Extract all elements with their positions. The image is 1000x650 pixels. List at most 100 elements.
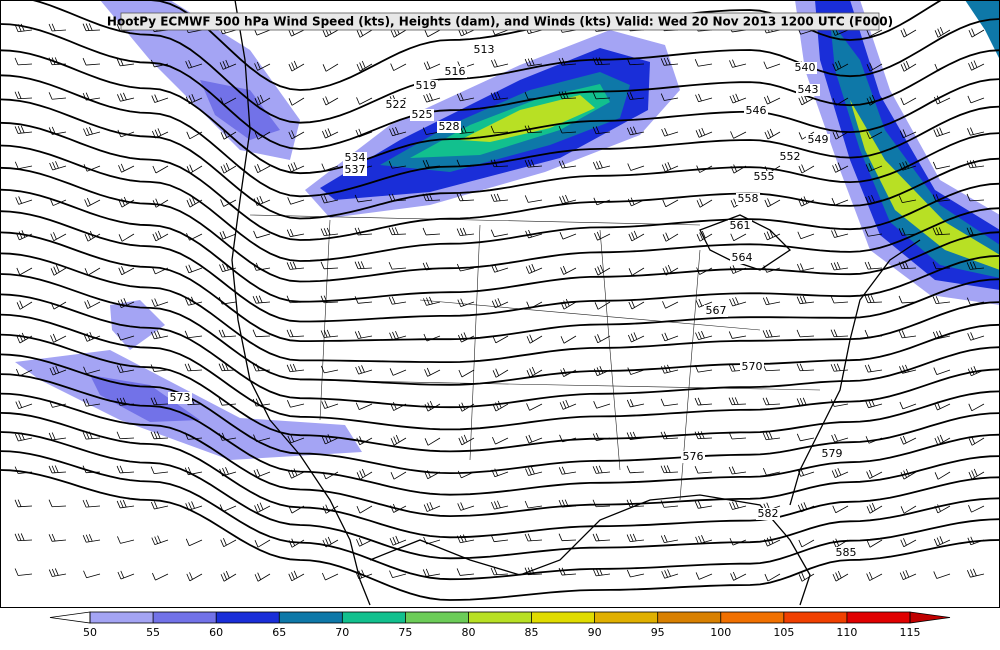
wind-barb	[899, 129, 917, 139]
wind-barb	[626, 126, 645, 136]
wind-barb	[866, 502, 883, 514]
wind-barb	[762, 467, 781, 476]
wind-barb	[592, 533, 611, 542]
east-coast	[789, 239, 921, 506]
height-label: 549	[808, 133, 829, 146]
wind-barb	[48, 432, 67, 441]
wind-barb	[254, 572, 271, 582]
wind-barb	[389, 535, 407, 546]
wind-barb	[320, 227, 339, 237]
label-bg	[410, 109, 434, 121]
wind-barb	[390, 26, 407, 38]
wind-barb	[968, 505, 985, 513]
wind-barb	[764, 128, 781, 140]
wind-barb	[694, 59, 713, 67]
label-bg	[778, 151, 802, 163]
shade-blob	[850, 100, 1000, 270]
wind-barb	[83, 126, 101, 137]
wind-barb	[796, 295, 815, 305]
wind-barb	[48, 568, 67, 577]
wind-barb	[151, 298, 169, 307]
wind-barb	[150, 466, 169, 475]
great-lakes	[699, 214, 792, 271]
wind-barb	[48, 23, 67, 32]
wind-barb	[526, 366, 543, 378]
wind-barb	[968, 28, 985, 38]
wind-barb	[762, 397, 781, 406]
wind-barb	[660, 534, 679, 544]
wind-barb	[286, 363, 305, 373]
wind-barb	[525, 466, 543, 476]
height-label: 537	[345, 163, 366, 176]
wind-barb	[424, 367, 441, 377]
wind-barb	[661, 569, 679, 579]
label-bg	[437, 121, 461, 133]
wind-barb	[82, 431, 101, 440]
wind-barb	[16, 300, 33, 310]
wind-barb	[490, 125, 509, 134]
wind-barb	[866, 62, 883, 72]
wind-barb	[524, 195, 543, 203]
wind-barb	[865, 398, 883, 409]
wind-barb	[458, 369, 475, 378]
wind-barb	[764, 573, 781, 582]
height-label: 570	[742, 360, 763, 373]
wind-barb	[490, 193, 509, 202]
wind-barb	[796, 263, 815, 272]
wind-barb	[933, 536, 951, 547]
wind-barb	[729, 297, 747, 307]
wind-barb	[662, 301, 679, 309]
wind-barb	[388, 261, 407, 270]
wind-barb	[729, 500, 747, 510]
wind-barb	[900, 97, 917, 106]
wind-barb	[356, 505, 373, 514]
wind-barb	[661, 162, 679, 173]
wind-barb	[934, 434, 951, 446]
wind-barb	[627, 163, 645, 171]
height-contour	[0, 231, 1000, 342]
wind-barb	[220, 538, 237, 548]
wind-barb	[966, 261, 985, 270]
wind-barb	[83, 366, 101, 375]
wind-barb	[830, 329, 849, 338]
height-contour	[29, 0, 1000, 124]
height-label: 534	[345, 151, 366, 164]
wind-barb	[14, 23, 33, 33]
wind-barb	[492, 400, 509, 412]
label-bg	[834, 547, 858, 559]
height-contour	[0, 74, 1000, 198]
wind-barb	[866, 131, 883, 139]
wind-barb	[84, 230, 101, 242]
wind-barb	[218, 329, 237, 338]
wind-barb	[967, 127, 985, 136]
wind-barb	[626, 399, 645, 408]
wind-barb	[524, 533, 543, 542]
wind-barb	[832, 162, 849, 173]
shade-blob	[460, 95, 595, 142]
wind-barb	[796, 433, 815, 442]
wind-barb	[48, 57, 67, 66]
label-bg	[730, 252, 754, 264]
label-bg	[793, 62, 817, 74]
colorbar-segment	[468, 612, 532, 623]
colorbar-segment	[657, 612, 721, 623]
wind-barb	[831, 197, 849, 206]
label-bg	[472, 44, 496, 56]
shade-blob	[110, 300, 165, 350]
wind-barb	[321, 400, 339, 409]
wind-barb	[82, 499, 101, 508]
wind-barb	[560, 335, 577, 344]
wind-barb	[117, 536, 135, 544]
wind-barb	[288, 468, 305, 479]
height-contour	[0, 210, 1000, 323]
colorbar-tick-label: 105	[773, 626, 794, 639]
wind-barb	[967, 568, 985, 578]
wind-barb	[456, 93, 475, 102]
wind-barb	[15, 196, 33, 205]
wind-barb	[593, 401, 611, 409]
height-contour	[0, 144, 1000, 262]
wind-barb	[594, 231, 611, 241]
wind-barb	[424, 437, 441, 446]
